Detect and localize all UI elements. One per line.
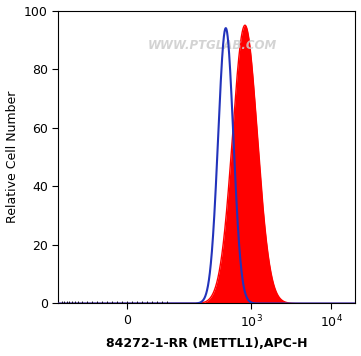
Y-axis label: Relative Cell Number: Relative Cell Number <box>5 91 18 223</box>
X-axis label: 84272-1-RR (METTL1),APC-H: 84272-1-RR (METTL1),APC-H <box>106 337 308 350</box>
Text: WWW.PTGLAB.COM: WWW.PTGLAB.COM <box>148 39 278 52</box>
